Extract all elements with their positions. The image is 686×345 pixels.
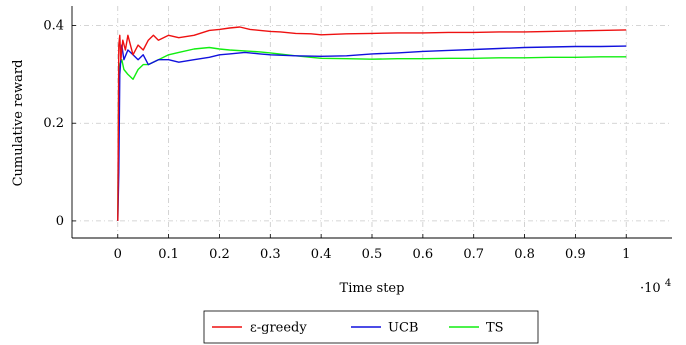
x-tick-label: 0.8 <box>514 247 535 262</box>
x-tick-label: 0.9 <box>565 247 586 262</box>
series-lines <box>117 26 627 221</box>
x-tick-label: 1 <box>622 247 630 262</box>
x-tick-label: 0.7 <box>463 247 484 262</box>
x-tick-label: 0.5 <box>362 247 383 262</box>
axes <box>71 6 672 239</box>
grid <box>72 6 672 238</box>
x-tick-label: 0.1 <box>158 247 179 262</box>
x-axis-label: Time step <box>340 281 405 296</box>
x-tick-label: 0.4 <box>311 247 332 262</box>
x-tick-label: 0.3 <box>260 247 281 262</box>
y-tick-label: 0.2 <box>43 116 64 131</box>
y-tick-label: 0 <box>56 214 64 229</box>
x-tick-label: 0 <box>114 247 122 262</box>
x-axis-multiplier-base: ·10 <box>640 281 661 296</box>
legend: ε-greedy UCB TS <box>203 310 539 344</box>
legend-label-0: ε-greedy <box>250 321 307 336</box>
legend-label-2: TS <box>486 321 504 336</box>
legend-label-1: UCB <box>388 321 418 336</box>
y-tick-label: 0.4 <box>43 19 64 34</box>
x-tick-label: 0.6 <box>413 247 434 262</box>
tick-labels: 0 0.1 0.2 0.3 0.4 0.5 0.6 0.7 0.8 0.9 1 0 0.2 0.4 <box>43 19 630 262</box>
y-axis-label: Cumulative reward <box>11 60 26 187</box>
legend-items: ε-greedy UCB TS <box>212 321 504 336</box>
x-axis-multiplier-exponent: 4 <box>665 278 671 289</box>
x-axis-multiplier: ·10 4 <box>640 278 671 296</box>
series-line-1 <box>117 44 627 221</box>
x-tick-label: 0.2 <box>209 247 230 262</box>
series-line-0 <box>117 26 627 221</box>
series-line-2 <box>117 46 627 221</box>
